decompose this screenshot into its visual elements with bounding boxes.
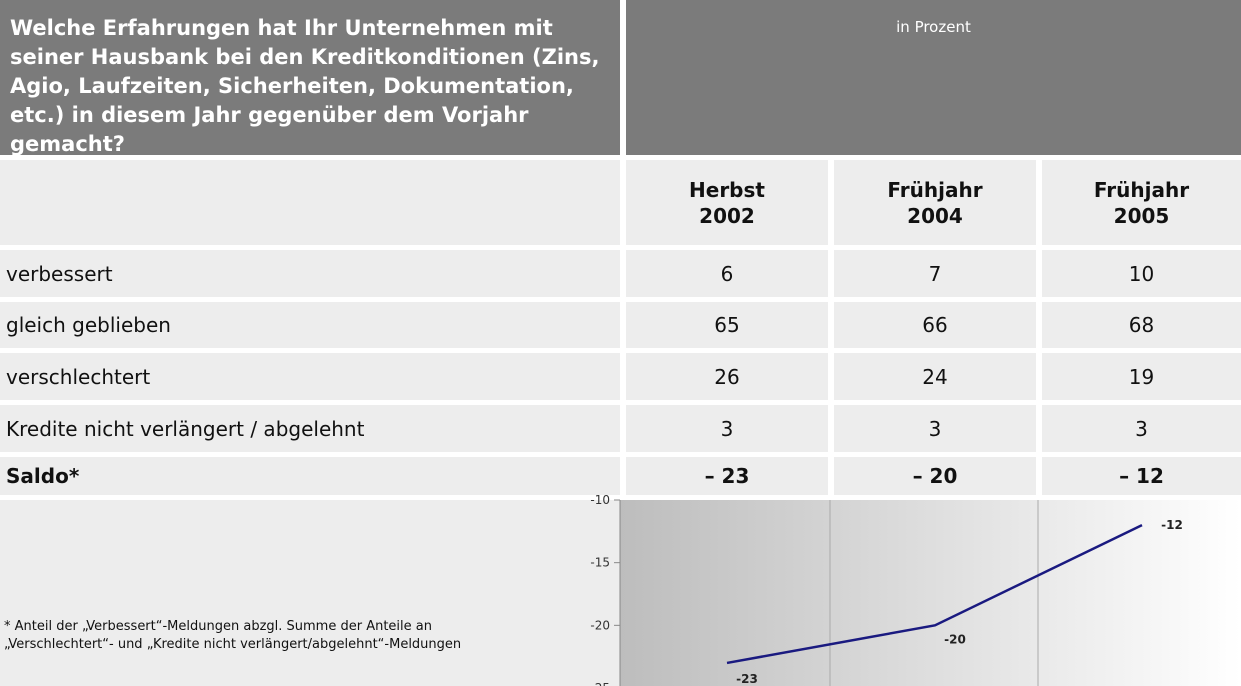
column-header: Frühjahr 2005: [1042, 160, 1241, 245]
cell-value: – 23: [626, 457, 828, 495]
column-header-text: Frühjahr 2005: [1093, 177, 1190, 228]
footnote-cell: * Anteil der „Verbessert“-Meldungen abzg…: [0, 500, 620, 686]
cell-value: 19: [1042, 353, 1241, 400]
row-label: Saldo*: [0, 457, 620, 495]
cell-value: 3: [626, 405, 828, 452]
cell-value: 66: [834, 302, 1036, 348]
cell-value: 6: [626, 250, 828, 297]
line: [726, 523, 1143, 665]
plot-area: [620, 500, 1241, 686]
cell-value: – 20: [834, 457, 1036, 495]
data-label: -12: [1161, 518, 1183, 532]
cell-value: 7: [834, 250, 1036, 297]
column-header: Herbst 2002: [626, 160, 828, 245]
cell-value: 68: [1042, 302, 1241, 348]
unit: in Prozent: [626, 0, 1241, 155]
cell-value: 3: [1042, 405, 1241, 452]
data-label: -23: [736, 672, 758, 686]
cell-value: 26: [626, 353, 828, 400]
row-label: verbessert: [0, 250, 620, 297]
row-label: gleich geblieben: [0, 302, 620, 348]
cell-value: 24: [834, 353, 1036, 400]
column-header: Frühjahr 2004: [834, 160, 1036, 245]
data-label: -20: [944, 632, 966, 646]
cell-value: 10: [1042, 250, 1241, 297]
cell-value: – 12: [1042, 457, 1241, 495]
column-header-text: Herbst 2002: [689, 177, 765, 228]
column-header-blank: [0, 160, 620, 245]
footnote: * Anteil der „Verbessert“-Meldungen abzg…: [4, 619, 462, 652]
column-header-text: Frühjahr 2004: [887, 177, 983, 228]
question: Welche Erfahrungen hat Ihr Unternehmen m…: [0, 0, 620, 156]
cell-value: 65: [626, 302, 828, 348]
cell-value: 3: [834, 405, 1036, 452]
row-label: Kredite nicht verlängert / abgelehnt: [0, 405, 620, 452]
row-label: verschlechtert: [0, 353, 620, 400]
